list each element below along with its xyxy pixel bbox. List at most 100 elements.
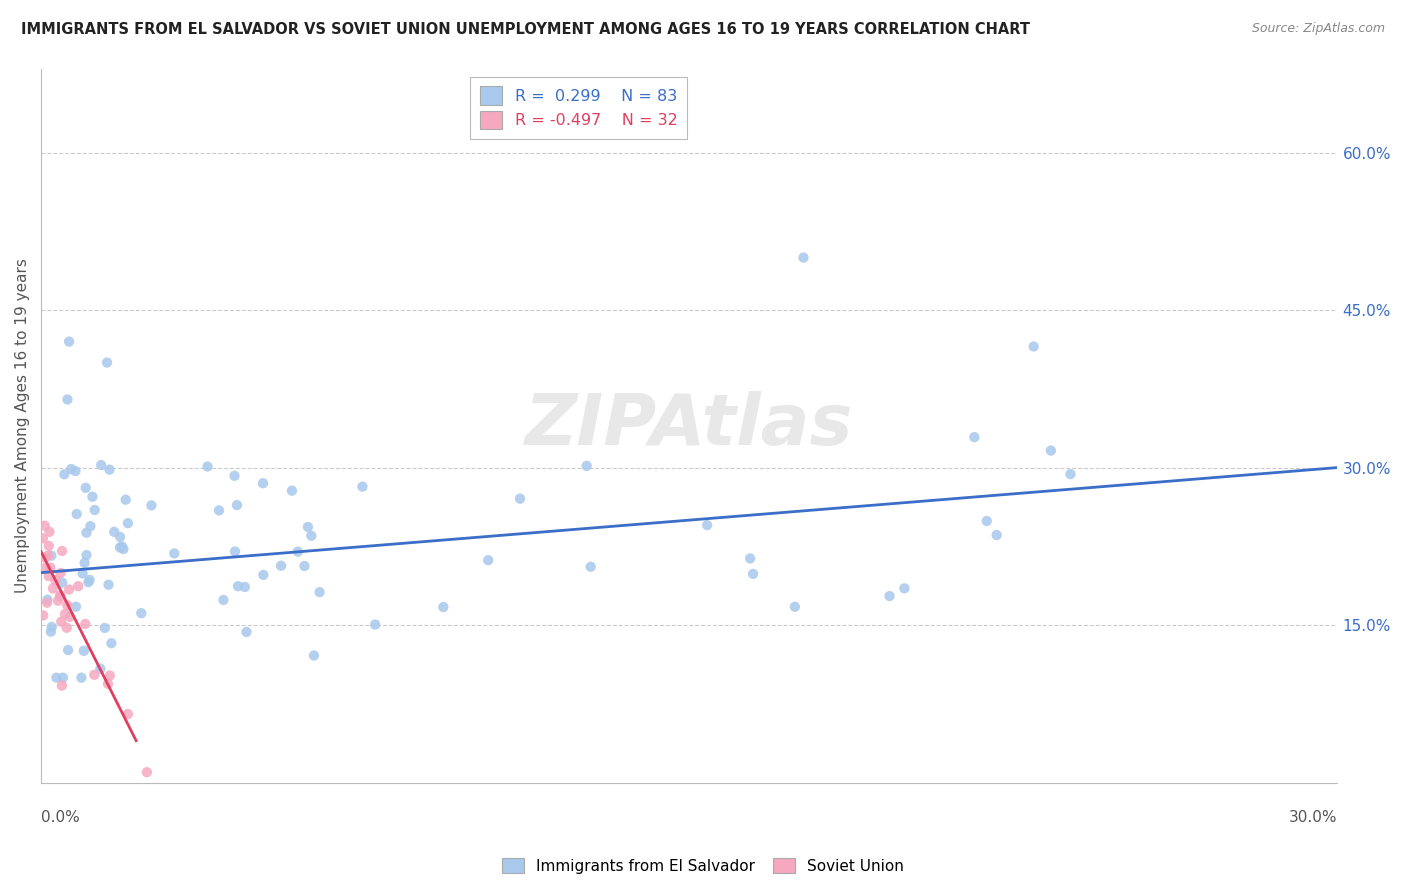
Point: [51, 679, 73, 693]
Point: [252, 476, 274, 491]
Point: [58, 334, 80, 349]
Point: [75, 616, 97, 631]
Point: [83, 503, 105, 517]
Point: [39, 560, 62, 574]
Point: [46, 593, 69, 607]
Point: [34, 550, 56, 565]
Point: [55, 621, 77, 635]
Point: [53, 467, 76, 482]
Point: [31, 532, 53, 546]
Point: [197, 459, 219, 474]
Point: [986, 528, 1008, 542]
Point: [208, 503, 231, 517]
Point: [308, 585, 330, 599]
Point: [51, 615, 73, 629]
Point: [352, 480, 374, 494]
Point: [163, 546, 186, 560]
Point: [103, 524, 125, 539]
Point: [226, 498, 249, 512]
Point: [477, 553, 499, 567]
Point: [49, 590, 72, 604]
Point: [792, 251, 814, 265]
Point: [100, 636, 122, 650]
Point: [1022, 339, 1045, 353]
Point: [212, 593, 235, 607]
Point: [56, 643, 79, 657]
Point: [49, 566, 72, 580]
Point: [37, 592, 59, 607]
Point: [34, 518, 56, 533]
Point: [34, 561, 56, 575]
Point: [117, 516, 139, 531]
Point: [83, 667, 105, 681]
Point: [73, 556, 96, 570]
Point: [111, 540, 134, 554]
Point: [75, 481, 97, 495]
Point: [299, 529, 322, 543]
Point: [72, 566, 94, 581]
Point: [114, 492, 136, 507]
Point: [42, 582, 65, 596]
Point: [41, 549, 63, 563]
Point: [97, 677, 120, 691]
Y-axis label: Unemployment Among Ages 16 to 19 years: Unemployment Among Ages 16 to 19 years: [15, 258, 30, 593]
Point: [302, 648, 325, 663]
Point: [38, 569, 60, 583]
Point: [287, 544, 309, 558]
Point: [108, 541, 131, 555]
Point: [742, 566, 765, 581]
Point: [41, 620, 63, 634]
Point: [294, 559, 316, 574]
Point: [65, 464, 87, 478]
Point: [281, 483, 304, 498]
Point: [117, 706, 139, 721]
Point: [35, 596, 58, 610]
Point: [98, 668, 121, 682]
Text: IMMIGRANTS FROM EL SALVADOR VS SOVIET UNION UNEMPLOYMENT AMONG AGES 16 TO 19 YEA: IMMIGRANTS FROM EL SALVADOR VS SOVIET UN…: [21, 22, 1031, 37]
Point: [893, 582, 915, 596]
Point: [70, 671, 93, 685]
Point: [224, 544, 246, 558]
Point: [783, 599, 806, 614]
Point: [1059, 467, 1081, 482]
Point: [39, 624, 62, 639]
Text: ZIPAtlas: ZIPAtlas: [524, 391, 853, 460]
Legend: R =  0.299    N = 83, R = -0.497    N = 32: R = 0.299 N = 83, R = -0.497 N = 32: [471, 77, 688, 139]
Point: [141, 499, 163, 513]
Point: [97, 578, 120, 592]
Point: [73, 644, 96, 658]
Point: [129, 606, 152, 620]
Text: Source: ZipAtlas.com: Source: ZipAtlas.com: [1251, 22, 1385, 36]
Point: [82, 490, 104, 504]
Point: [432, 600, 454, 615]
Point: [37, 549, 59, 563]
Point: [60, 462, 83, 476]
Point: [58, 582, 80, 597]
Point: [90, 458, 112, 472]
Point: [235, 625, 257, 640]
Point: [89, 662, 111, 676]
Point: [79, 573, 101, 587]
Point: [65, 599, 87, 614]
Point: [44, 573, 66, 587]
Point: [963, 430, 986, 444]
Point: [112, 541, 135, 556]
Point: [67, 579, 90, 593]
Point: [696, 518, 718, 533]
Point: [56, 598, 79, 612]
Text: 0.0%: 0.0%: [41, 810, 80, 825]
Point: [79, 519, 101, 533]
Point: [52, 671, 75, 685]
Point: [77, 575, 100, 590]
Point: [96, 355, 118, 369]
Text: 30.0%: 30.0%: [1288, 810, 1337, 825]
Point: [45, 671, 67, 685]
Point: [224, 468, 246, 483]
Point: [38, 539, 60, 553]
Point: [76, 548, 98, 562]
Point: [56, 392, 79, 407]
Point: [135, 765, 157, 780]
Point: [364, 617, 387, 632]
Point: [75, 525, 97, 540]
Point: [579, 559, 602, 574]
